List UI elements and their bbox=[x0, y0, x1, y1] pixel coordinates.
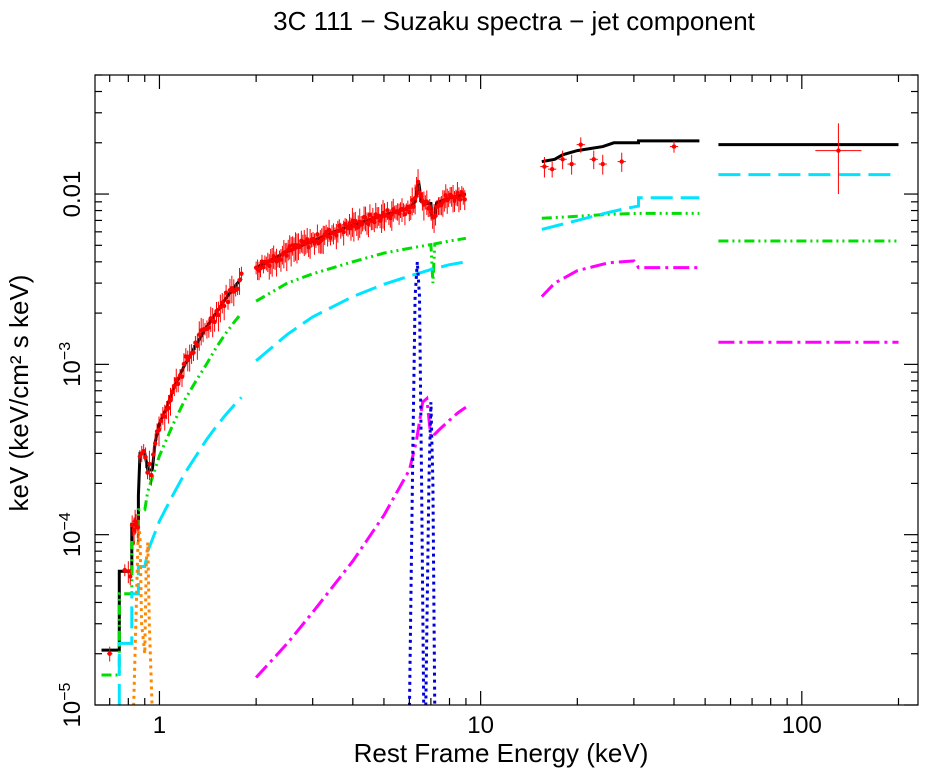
y-axis-label: keV (keV/cm² s keV) bbox=[4, 275, 34, 512]
data-point-extra-11 bbox=[669, 140, 679, 153]
axis-ticks: 1 10 100 10−5 10−4 10−3 0.01 bbox=[57, 74, 918, 739]
data-point-49 bbox=[220, 293, 225, 314]
data-point-23 bbox=[170, 384, 175, 401]
data-point-9 bbox=[143, 447, 148, 469]
data-point-extra-3 bbox=[540, 157, 549, 178]
data-point-52 bbox=[225, 295, 231, 310]
series-2-segment-1 bbox=[255, 260, 467, 362]
y-tick-label-2: 10−3 bbox=[57, 342, 86, 387]
data-point-59 bbox=[239, 266, 244, 282]
data-point-50 bbox=[221, 294, 227, 321]
data-point-28 bbox=[179, 367, 185, 388]
data-point-36 bbox=[195, 334, 200, 360]
data-point-32 bbox=[187, 344, 192, 372]
data-point-30 bbox=[183, 348, 189, 366]
data-point-extra-5 bbox=[558, 150, 567, 170]
series-0-segment-0 bbox=[101, 277, 243, 652]
data-point-25 bbox=[174, 368, 179, 393]
plot-frame bbox=[94, 74, 919, 706]
series-2-segment-0 bbox=[117, 396, 243, 705]
data-point-extra-6 bbox=[567, 154, 576, 175]
data-point-extra-7 bbox=[576, 137, 585, 153]
y-tick-label-3: 0.01 bbox=[59, 171, 86, 218]
data-point-extra-4 bbox=[548, 161, 557, 178]
data-point-extra-8 bbox=[589, 150, 598, 170]
series-1-segment-0 bbox=[101, 312, 243, 677]
data-point-45 bbox=[212, 313, 217, 332]
series-3-segment-0 bbox=[254, 395, 467, 679]
x-axis-label: Rest Frame Energy (keV) bbox=[354, 738, 649, 768]
plot-area bbox=[101, 123, 899, 705]
data-point-34 bbox=[191, 344, 196, 362]
data-point-extra-0 bbox=[106, 646, 113, 662]
series-0-segment-2 bbox=[541, 139, 700, 164]
data-point-51 bbox=[223, 284, 229, 302]
data-point-12 bbox=[149, 465, 154, 486]
x-tick-label-1: 10 bbox=[467, 712, 494, 739]
data-point-58 bbox=[237, 267, 242, 295]
series-1-segment-2 bbox=[541, 211, 700, 220]
data-point-14 bbox=[152, 433, 158, 456]
data-point-26 bbox=[175, 376, 181, 393]
data-point-203 bbox=[462, 190, 467, 211]
data-point-37 bbox=[197, 321, 202, 351]
data-point-extra-9 bbox=[598, 154, 607, 175]
data-point-5 bbox=[135, 515, 141, 542]
data-point-31 bbox=[185, 350, 190, 372]
data-points bbox=[106, 123, 862, 662]
series-4-segment-0 bbox=[408, 261, 437, 705]
data-point-57 bbox=[235, 282, 240, 296]
x-tick-label-0: 1 bbox=[153, 712, 166, 739]
series-3-segment-1 bbox=[540, 259, 700, 298]
data-point-extra-1 bbox=[122, 564, 128, 577]
data-point-54 bbox=[229, 275, 235, 304]
data-point-1 bbox=[128, 568, 133, 586]
data-point-10 bbox=[145, 466, 150, 480]
data-point-13 bbox=[151, 447, 156, 463]
data-point-48 bbox=[218, 294, 223, 323]
x-tick-label-2: 100 bbox=[782, 712, 822, 739]
y-tick-label-0: 10−5 bbox=[57, 682, 86, 727]
data-point-183 bbox=[433, 207, 438, 226]
data-point-extra-12 bbox=[815, 123, 862, 195]
data-point-extra-10 bbox=[617, 152, 626, 172]
series-5-segment-0 bbox=[132, 527, 154, 705]
chart-title: 3C 111 − Suzaku spectra − jet component bbox=[273, 6, 756, 36]
data-point-46 bbox=[214, 301, 219, 322]
data-point-2 bbox=[129, 515, 135, 537]
series-2-segment-2 bbox=[541, 196, 700, 231]
data-point-177 bbox=[424, 190, 430, 215]
data-point-35 bbox=[193, 335, 198, 351]
data-point-42 bbox=[206, 318, 212, 338]
data-point-extra-2 bbox=[132, 509, 138, 535]
y-tick-label-1: 10−4 bbox=[57, 512, 86, 557]
series-1-segment-1 bbox=[255, 236, 467, 303]
